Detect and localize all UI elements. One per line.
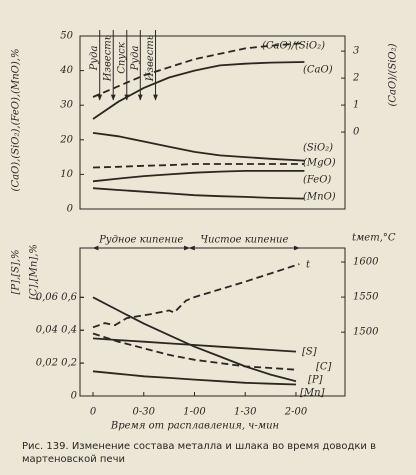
series-line [92,187,305,200]
y2-tick-label: 3 [353,46,359,57]
y-tick-label: 10 [60,169,73,180]
y3-tick-label: 0,02 [36,358,58,369]
y3-tick-label: 0,04 [36,325,58,336]
x-tick-label: 1-00 [183,407,206,418]
annotation-text: Известь [145,35,156,82]
y3-axis-label: [P],[S],% [11,249,22,294]
series-line [92,42,305,98]
series-label: (MnO) [303,192,336,203]
y-tick-label: 0,4 [61,325,77,336]
y2-tick-label: 1 [353,100,359,111]
series-label: (FeO) [303,175,331,186]
series-label: t [306,260,311,271]
y2-tick-label: 0 [353,127,360,138]
y-axis-label: [C],[Mn],% [29,244,40,300]
y-axis-label: (CaO),(SiO₂),(FeO),(MnO),% [11,49,22,192]
x-tick-label: 0-30 [133,407,156,418]
series-label: (CaO)/(SiO₂) [262,41,325,52]
y-tick-label: 0 [71,391,78,402]
figure: 0 10 20 30 40 50 0 1 2 3 (CaO),(SiO₂),(FeO),(MnO),… [11,30,399,432]
y-tick-label: 0,2 [61,358,77,369]
y2-axis-label: (CaO)/(SiO₂) [388,43,399,106]
y-tick-label: 0 [67,204,74,215]
series-line [92,132,305,162]
series-label: [P] [308,375,323,386]
phase-label: Рудное кипение [98,235,183,246]
y-tick-label: 50 [60,31,73,42]
series-line [92,263,300,329]
phase-label: Чистое кипение [200,235,288,246]
series-label: [S] [302,347,317,358]
annotation-text: Руда [130,46,141,72]
y3-tick-label: 0,06 [36,292,59,303]
series-line [92,163,305,169]
annotation-text: Руда [89,46,100,72]
y2-axis-label: tмет,°C [352,233,396,244]
annotation-text: Спуск [116,42,127,73]
y-tick-label: 0,6 [61,292,78,303]
x-tick-label: 2-00 [284,407,308,418]
series-line [92,296,297,383]
series-label: [Mn] [300,388,325,399]
x-tick-label: 1-30 [234,407,257,418]
y2-tick-label: 1500 [353,327,379,338]
x-tick-label: 0 [90,407,97,418]
series-label: [C] [316,362,332,373]
caption: Рис. 139. Изменение состава металла и шл… [22,441,376,465]
series-line [92,170,305,183]
y2-tick-label: 2 [352,73,359,84]
plot-frame [79,35,346,210]
series-line [92,332,297,371]
series-label: (SiO₂) [303,143,333,154]
series-label: (MgO) [303,158,336,169]
series-label: (CaO) [303,65,333,76]
annotation-text: Известь [103,35,114,82]
y-tick-label: 40 [59,65,73,76]
series-line [92,61,305,120]
y-tick-label: 30 [60,100,73,111]
y2-tick-label: 1550 [353,292,379,303]
series-line [92,337,297,353]
series-line [92,370,297,386]
y-tick-label: 20 [59,134,73,145]
x-axis-label: Время от расплавления, ч-мин [110,421,279,432]
y2-tick-label: 1600 [353,257,379,268]
